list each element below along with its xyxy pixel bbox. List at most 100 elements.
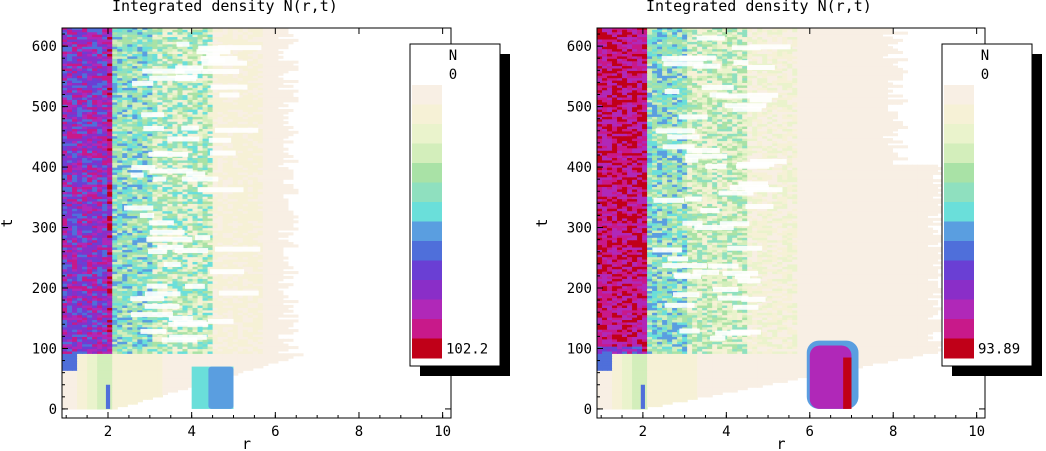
density-cell — [127, 312, 133, 316]
density-cell — [72, 341, 78, 345]
density-cell — [177, 242, 184, 246]
density-cell — [127, 304, 133, 308]
density-cell — [237, 227, 244, 231]
density-cell — [222, 312, 229, 316]
density-cell — [217, 314, 224, 318]
density-cell — [217, 179, 224, 183]
density-cell — [267, 280, 274, 284]
density-cell — [72, 353, 78, 357]
density-cell — [117, 300, 123, 304]
density-cell — [262, 181, 269, 185]
density-cell — [147, 394, 153, 398]
density-cell — [212, 362, 219, 366]
density-cell — [262, 196, 269, 200]
density-cell — [77, 336, 83, 340]
density-cell — [257, 278, 264, 282]
density-cell — [167, 162, 174, 166]
density-cell — [122, 343, 128, 347]
density-cell — [77, 283, 83, 287]
density-cell — [272, 283, 279, 287]
density-cell — [152, 280, 158, 284]
density-cell — [62, 123, 68, 127]
density-cell — [202, 254, 209, 258]
density-cell — [142, 324, 148, 328]
density-cell — [242, 367, 249, 371]
density-cell — [107, 152, 113, 156]
density-cell — [117, 295, 123, 299]
density-cell — [222, 362, 229, 366]
density-cell — [192, 280, 199, 284]
density-cell — [262, 254, 269, 258]
density-cell — [127, 384, 133, 388]
density-cell — [97, 222, 103, 226]
density-cell — [262, 220, 269, 224]
density-cell — [177, 362, 184, 366]
density-cell — [102, 319, 108, 323]
density-cell — [152, 135, 158, 139]
density-cell — [197, 152, 204, 156]
density-cell — [167, 186, 174, 190]
density-cell — [237, 329, 244, 333]
density-cell — [212, 198, 219, 202]
density-cell — [127, 338, 133, 342]
density-cell — [207, 346, 214, 350]
density-cell — [72, 266, 78, 270]
density-cell — [197, 314, 204, 318]
density-cell — [217, 317, 224, 321]
density-cell — [112, 280, 118, 284]
density-cell — [237, 312, 244, 316]
density-cell — [177, 215, 184, 219]
density-cell — [102, 263, 108, 267]
density-cell — [257, 258, 264, 262]
density-cell — [267, 348, 274, 352]
density-cell — [132, 147, 138, 151]
density-cell — [187, 263, 194, 267]
density-cell — [122, 379, 128, 383]
density-cell — [132, 123, 138, 127]
density-cell — [102, 288, 108, 292]
density-cell — [147, 225, 153, 229]
density-cell — [72, 314, 78, 318]
density-cell — [142, 362, 148, 366]
density-cell — [232, 133, 239, 137]
density-cell — [192, 268, 199, 272]
density-cell — [62, 387, 68, 391]
density-cell — [242, 188, 249, 192]
density-cell — [122, 147, 128, 151]
density-cell — [172, 222, 179, 226]
density-cell — [142, 196, 148, 200]
density-cell — [192, 229, 199, 233]
density-cell — [117, 227, 123, 231]
density-cell — [247, 326, 254, 330]
density-cell — [262, 164, 269, 168]
density-cell — [67, 268, 73, 272]
density-cell — [157, 196, 163, 200]
density-cell — [277, 217, 284, 221]
density-cell — [232, 304, 239, 308]
density-cell — [142, 179, 148, 183]
density-cell — [142, 307, 148, 311]
density-cell — [127, 346, 133, 350]
density-cell — [172, 300, 179, 304]
density-cell — [192, 292, 199, 296]
density-cell — [237, 362, 244, 366]
density-cell — [127, 227, 133, 231]
density-cell — [137, 290, 143, 294]
density-cell — [262, 184, 269, 188]
density-cell — [177, 147, 184, 151]
density-cell — [287, 300, 294, 304]
density-cell — [232, 300, 239, 304]
density-cell — [212, 295, 219, 299]
density-cell — [67, 384, 73, 388]
density-cell — [267, 150, 274, 154]
density-cell — [212, 213, 219, 217]
density-cell — [192, 215, 199, 219]
density-cell — [92, 324, 98, 328]
density-cell — [177, 133, 184, 137]
density-cell — [97, 329, 103, 333]
density-cell — [107, 229, 113, 233]
density-cell — [242, 167, 249, 171]
density-cell — [112, 225, 118, 229]
density-cell — [257, 317, 264, 321]
density-cell — [162, 370, 169, 374]
